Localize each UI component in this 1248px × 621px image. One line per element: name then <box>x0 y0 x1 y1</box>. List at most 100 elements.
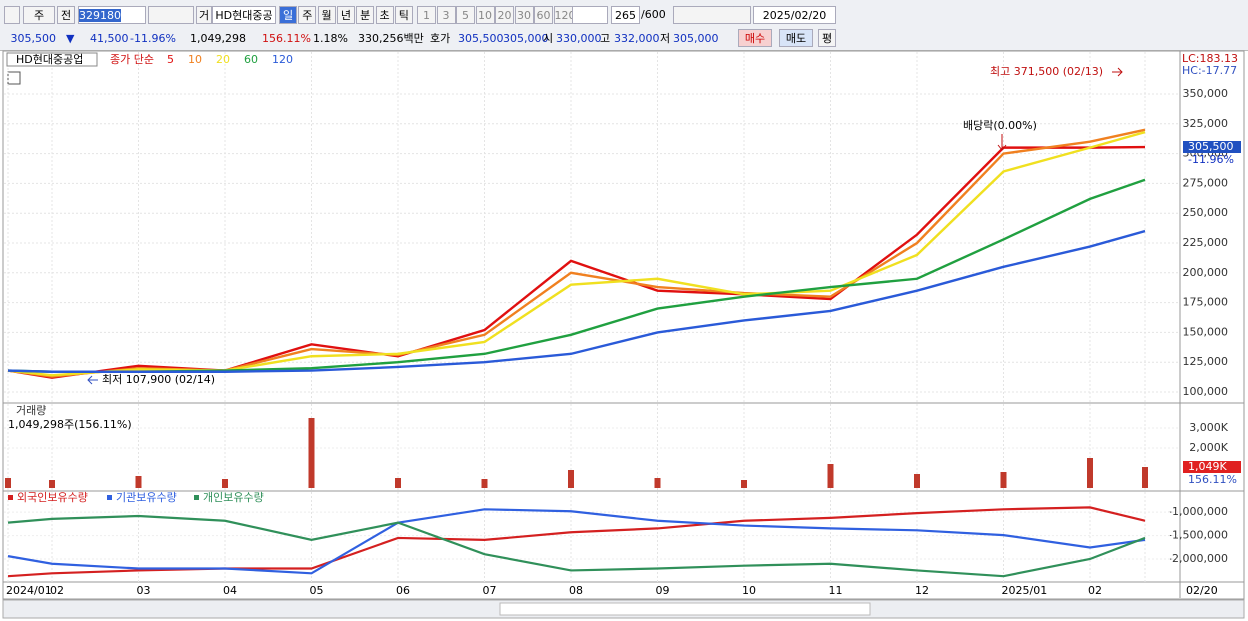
legend-box <box>6 52 98 67</box>
arrow <box>997 134 1007 151</box>
arrow <box>87 375 98 385</box>
x-tick-label: 07 <box>483 584 497 597</box>
volume-bar <box>481 479 488 488</box>
annotation: 최저 107,900 (02/14) <box>102 373 215 386</box>
annotation: HC:-17.77 <box>1182 64 1237 77</box>
interval-button[interactable]: 3 <box>436 6 456 24</box>
interval-button[interactable]: 20 <box>495 6 514 24</box>
chart-subtitle: 종가 단순 <box>110 53 154 66</box>
y-tick-label: 250,000 <box>1183 206 1229 219</box>
high: 332,000 <box>614 32 660 45</box>
period-button[interactable]: 틱 <box>394 6 413 24</box>
sell-button[interactable]: 매도 <box>779 29 813 47</box>
scroll-thumb[interactable] <box>499 602 871 616</box>
volume-bar <box>1142 467 1148 488</box>
volume: 1,049,298 <box>190 32 246 45</box>
open-label: 시 <box>543 32 554 45</box>
volume-bar <box>654 478 661 488</box>
period-button[interactable]: 초 <box>375 6 394 24</box>
y-tick-label: 150,000 <box>1183 325 1229 338</box>
date-input[interactable]: 2025/02/20 <box>753 6 836 24</box>
interval-button[interactable]: 30 <box>514 6 534 24</box>
unit-select[interactable]: 주 <box>23 6 55 24</box>
search-buttons[interactable] <box>148 6 194 24</box>
volume-bar <box>568 470 574 488</box>
y-tick-label: -1,000,000 <box>1168 505 1228 518</box>
arrow <box>1112 67 1123 77</box>
count-input[interactable]: 265 <box>611 6 640 24</box>
series-line <box>7 145 1146 379</box>
period-button[interactable]: 월 <box>317 6 336 24</box>
panel-title: 거래량 <box>16 404 46 417</box>
legend-swatch <box>8 495 13 500</box>
annotation: -11.96% <box>1188 153 1234 166</box>
x-tick-label: 02/20 <box>1186 584 1218 597</box>
legend-entry: 60 <box>244 53 258 66</box>
interval-button[interactable]: 120 <box>553 6 573 24</box>
legend-entry: 20 <box>216 53 230 66</box>
price-marker <box>1183 141 1241 153</box>
annotation: 156.11% <box>1188 473 1237 486</box>
volume-bar <box>741 480 747 488</box>
menu-icon[interactable] <box>4 6 20 24</box>
low-label: 저 <box>660 32 671 45</box>
code-input[interactable]: 329180 <box>78 6 146 24</box>
stock-name: HD현대중공 <box>212 6 276 24</box>
period-button[interactable]: 년 <box>336 6 355 24</box>
volume-bar <box>827 464 834 488</box>
frame <box>2 50 1245 600</box>
trade-button[interactable]: 거 <box>196 6 212 24</box>
y-tick-label: 175,000 <box>1183 296 1229 309</box>
x-tick-label: 02 <box>50 584 64 597</box>
buy-button[interactable]: 매수 <box>738 29 772 47</box>
annotation: LC:183.13 <box>1182 52 1238 65</box>
x-tick-label: 03 <box>137 584 151 597</box>
period-button[interactable]: 일 <box>279 6 297 24</box>
volume-bar <box>49 480 55 488</box>
turnover: 1.18% <box>313 32 348 45</box>
open: 330,000 <box>556 32 602 45</box>
legend-entry: 5 <box>167 53 174 66</box>
ask: 305,500 <box>458 32 504 45</box>
interval-button[interactable]: 1 <box>417 6 436 24</box>
interval-button[interactable]: 5 <box>456 6 475 24</box>
interval-button[interactable]: 60 <box>534 6 553 24</box>
x-tick-label: 2025/01 <box>1002 584 1048 597</box>
y-tick-label: 3,000K <box>1189 421 1228 434</box>
high-label: 고 <box>600 32 611 45</box>
series-line <box>7 130 1146 377</box>
volume-bar <box>308 418 315 488</box>
tool-icons[interactable] <box>673 6 751 24</box>
legend-entry: 10 <box>188 53 202 66</box>
annotation: 배당락(0.00%) <box>963 119 1037 132</box>
legend-entry: 120 <box>272 53 293 66</box>
x-tick-label: 2024/01 <box>6 584 52 597</box>
interval-button[interactable]: 10 <box>475 6 495 24</box>
y-tick-label: -1,500,000 <box>1168 529 1228 542</box>
volume-bar <box>222 479 228 488</box>
grid-icon[interactable] <box>7 71 21 85</box>
series-line <box>7 514 1146 578</box>
x-tick-label: 04 <box>223 584 237 597</box>
y-tick-label: 200,000 <box>1183 266 1229 279</box>
volume-marker <box>1183 461 1241 473</box>
annotation: 305,500 <box>1188 140 1234 153</box>
empty-select[interactable] <box>572 6 608 24</box>
y-tick-label: 2,000K <box>1189 441 1228 454</box>
series-line <box>7 508 1146 575</box>
period-button[interactable]: 주 <box>298 6 317 24</box>
x-tick-label: 02 <box>1088 584 1102 597</box>
annotation: 최고 371,500 (02/13) <box>990 65 1103 78</box>
chart-title: HD현대중공업 <box>16 53 83 66</box>
bid: 305,000 <box>503 32 549 45</box>
y-tick-label: 100,000 <box>1183 385 1229 398</box>
period-button[interactable]: 분 <box>356 6 375 24</box>
change: 41,500 <box>90 32 129 45</box>
x-tick-label: 11 <box>829 584 843 597</box>
avg-button[interactable]: 평 <box>818 29 836 47</box>
code-text: 329180 <box>79 9 121 22</box>
prev-button[interactable]: 전 <box>57 6 75 24</box>
